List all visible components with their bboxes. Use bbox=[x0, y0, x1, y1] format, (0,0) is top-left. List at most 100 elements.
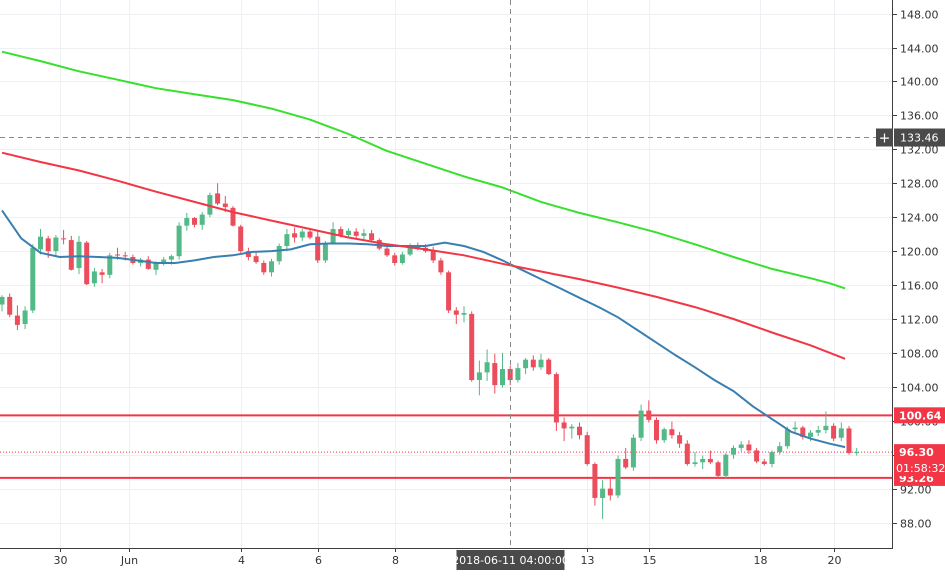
candle-body bbox=[230, 207, 236, 226]
candle-body bbox=[715, 462, 721, 476]
candle-body bbox=[638, 410, 644, 438]
crosshair bbox=[0, 0, 893, 548]
candle-body bbox=[284, 234, 290, 247]
candle-up bbox=[500, 352, 505, 388]
candle-body bbox=[53, 237, 59, 252]
candle-down bbox=[230, 206, 236, 227]
candle-down bbox=[669, 421, 675, 439]
candle-up bbox=[523, 357, 529, 375]
candle-body bbox=[515, 368, 521, 381]
candle-body bbox=[399, 254, 405, 263]
candle-body bbox=[299, 231, 305, 238]
candle-down bbox=[607, 477, 613, 501]
candle-body bbox=[38, 236, 43, 250]
candle-down bbox=[446, 270, 452, 314]
candle-up bbox=[838, 422, 844, 442]
time-tick-label: 8 bbox=[392, 554, 399, 567]
crosshair-price-label: 133.46 bbox=[900, 132, 939, 145]
candle-up bbox=[269, 258, 274, 277]
candle-up bbox=[38, 229, 43, 255]
candle-down bbox=[61, 229, 67, 245]
candle-body bbox=[600, 488, 606, 498]
candle-body bbox=[469, 313, 475, 381]
candle-up bbox=[731, 445, 736, 459]
candle-body bbox=[530, 359, 536, 368]
candle-body bbox=[153, 262, 159, 270]
price-tick-label: 88.00 bbox=[900, 518, 932, 531]
candle-body bbox=[738, 444, 744, 448]
candle-down bbox=[99, 268, 105, 284]
candle-body bbox=[0, 296, 5, 305]
candle-down bbox=[754, 447, 760, 464]
candle-up bbox=[538, 353, 544, 370]
candle-body bbox=[392, 255, 398, 263]
time-tick-label: 13 bbox=[581, 554, 595, 567]
candle-body bbox=[245, 251, 251, 258]
candle-body bbox=[91, 271, 97, 284]
candle-down bbox=[384, 246, 390, 258]
candle-body bbox=[661, 429, 667, 441]
candle-body bbox=[99, 272, 105, 275]
price-tags: 2018-06-11 04:00:00+ 133.46100.6493.2696.… bbox=[452, 128, 945, 570]
candle-body bbox=[731, 447, 736, 455]
candle-body bbox=[192, 218, 197, 225]
candle-down bbox=[145, 256, 151, 270]
price-tick-label: 140.00 bbox=[900, 76, 939, 89]
candle-up bbox=[184, 212, 190, 231]
candle-down bbox=[7, 293, 13, 318]
candle-down bbox=[546, 357, 552, 375]
candle-down bbox=[392, 252, 398, 266]
price-tick-label: 144.00 bbox=[900, 43, 939, 56]
moving-average-line-3 bbox=[1, 50, 846, 290]
candle-body bbox=[846, 428, 852, 453]
candle-down bbox=[553, 372, 559, 431]
candle-down bbox=[654, 417, 659, 444]
candle-body bbox=[307, 231, 313, 238]
price-tick-label: 112.00 bbox=[900, 314, 939, 327]
candle-body bbox=[538, 359, 544, 368]
candle-body bbox=[507, 369, 513, 381]
candle-up bbox=[515, 363, 521, 383]
moving-average-line-2 bbox=[1, 151, 846, 360]
candle-up bbox=[723, 452, 729, 479]
price-axis[interactable]: 148.00 144.00 140.00 136.00 132.00 128.00 124.… bbox=[893, 9, 939, 531]
candle-body bbox=[476, 372, 482, 381]
candle-body bbox=[68, 240, 74, 270]
last-price-tag bbox=[894, 444, 945, 477]
candle-down bbox=[376, 238, 382, 251]
candle-body bbox=[553, 374, 559, 423]
horizontal-levels bbox=[0, 414, 893, 479]
candle-down bbox=[846, 425, 852, 455]
candle-up bbox=[91, 268, 97, 287]
candle-down bbox=[369, 229, 375, 243]
candle-down bbox=[561, 417, 567, 442]
candle-body bbox=[276, 246, 282, 262]
candle-up bbox=[600, 480, 606, 520]
candle-body bbox=[684, 443, 690, 465]
candle-up bbox=[630, 434, 636, 471]
candle-body bbox=[484, 362, 490, 373]
candle-body bbox=[376, 240, 382, 249]
candle-up bbox=[461, 306, 467, 323]
candle-body bbox=[384, 248, 390, 256]
candle-up bbox=[692, 452, 698, 467]
time-axis[interactable]: 30 Jun 4 6 8 13 15 18 20 bbox=[54, 548, 842, 567]
crosshair-time-tag bbox=[456, 550, 565, 570]
candle-body bbox=[115, 254, 120, 256]
price-tick-label: 128.00 bbox=[900, 178, 939, 191]
candle-up bbox=[815, 425, 821, 437]
candle-body bbox=[623, 458, 629, 468]
candle-body bbox=[430, 251, 436, 261]
candle-body bbox=[523, 359, 529, 369]
candle-body bbox=[168, 256, 174, 260]
candle-up bbox=[276, 243, 282, 265]
candle-body bbox=[831, 425, 837, 439]
candle-down bbox=[307, 228, 313, 240]
candle-body bbox=[199, 214, 205, 225]
candle-body bbox=[253, 256, 259, 263]
candle-up bbox=[792, 421, 798, 434]
crosshair-plus-box bbox=[876, 128, 893, 147]
candle-down bbox=[430, 246, 436, 263]
